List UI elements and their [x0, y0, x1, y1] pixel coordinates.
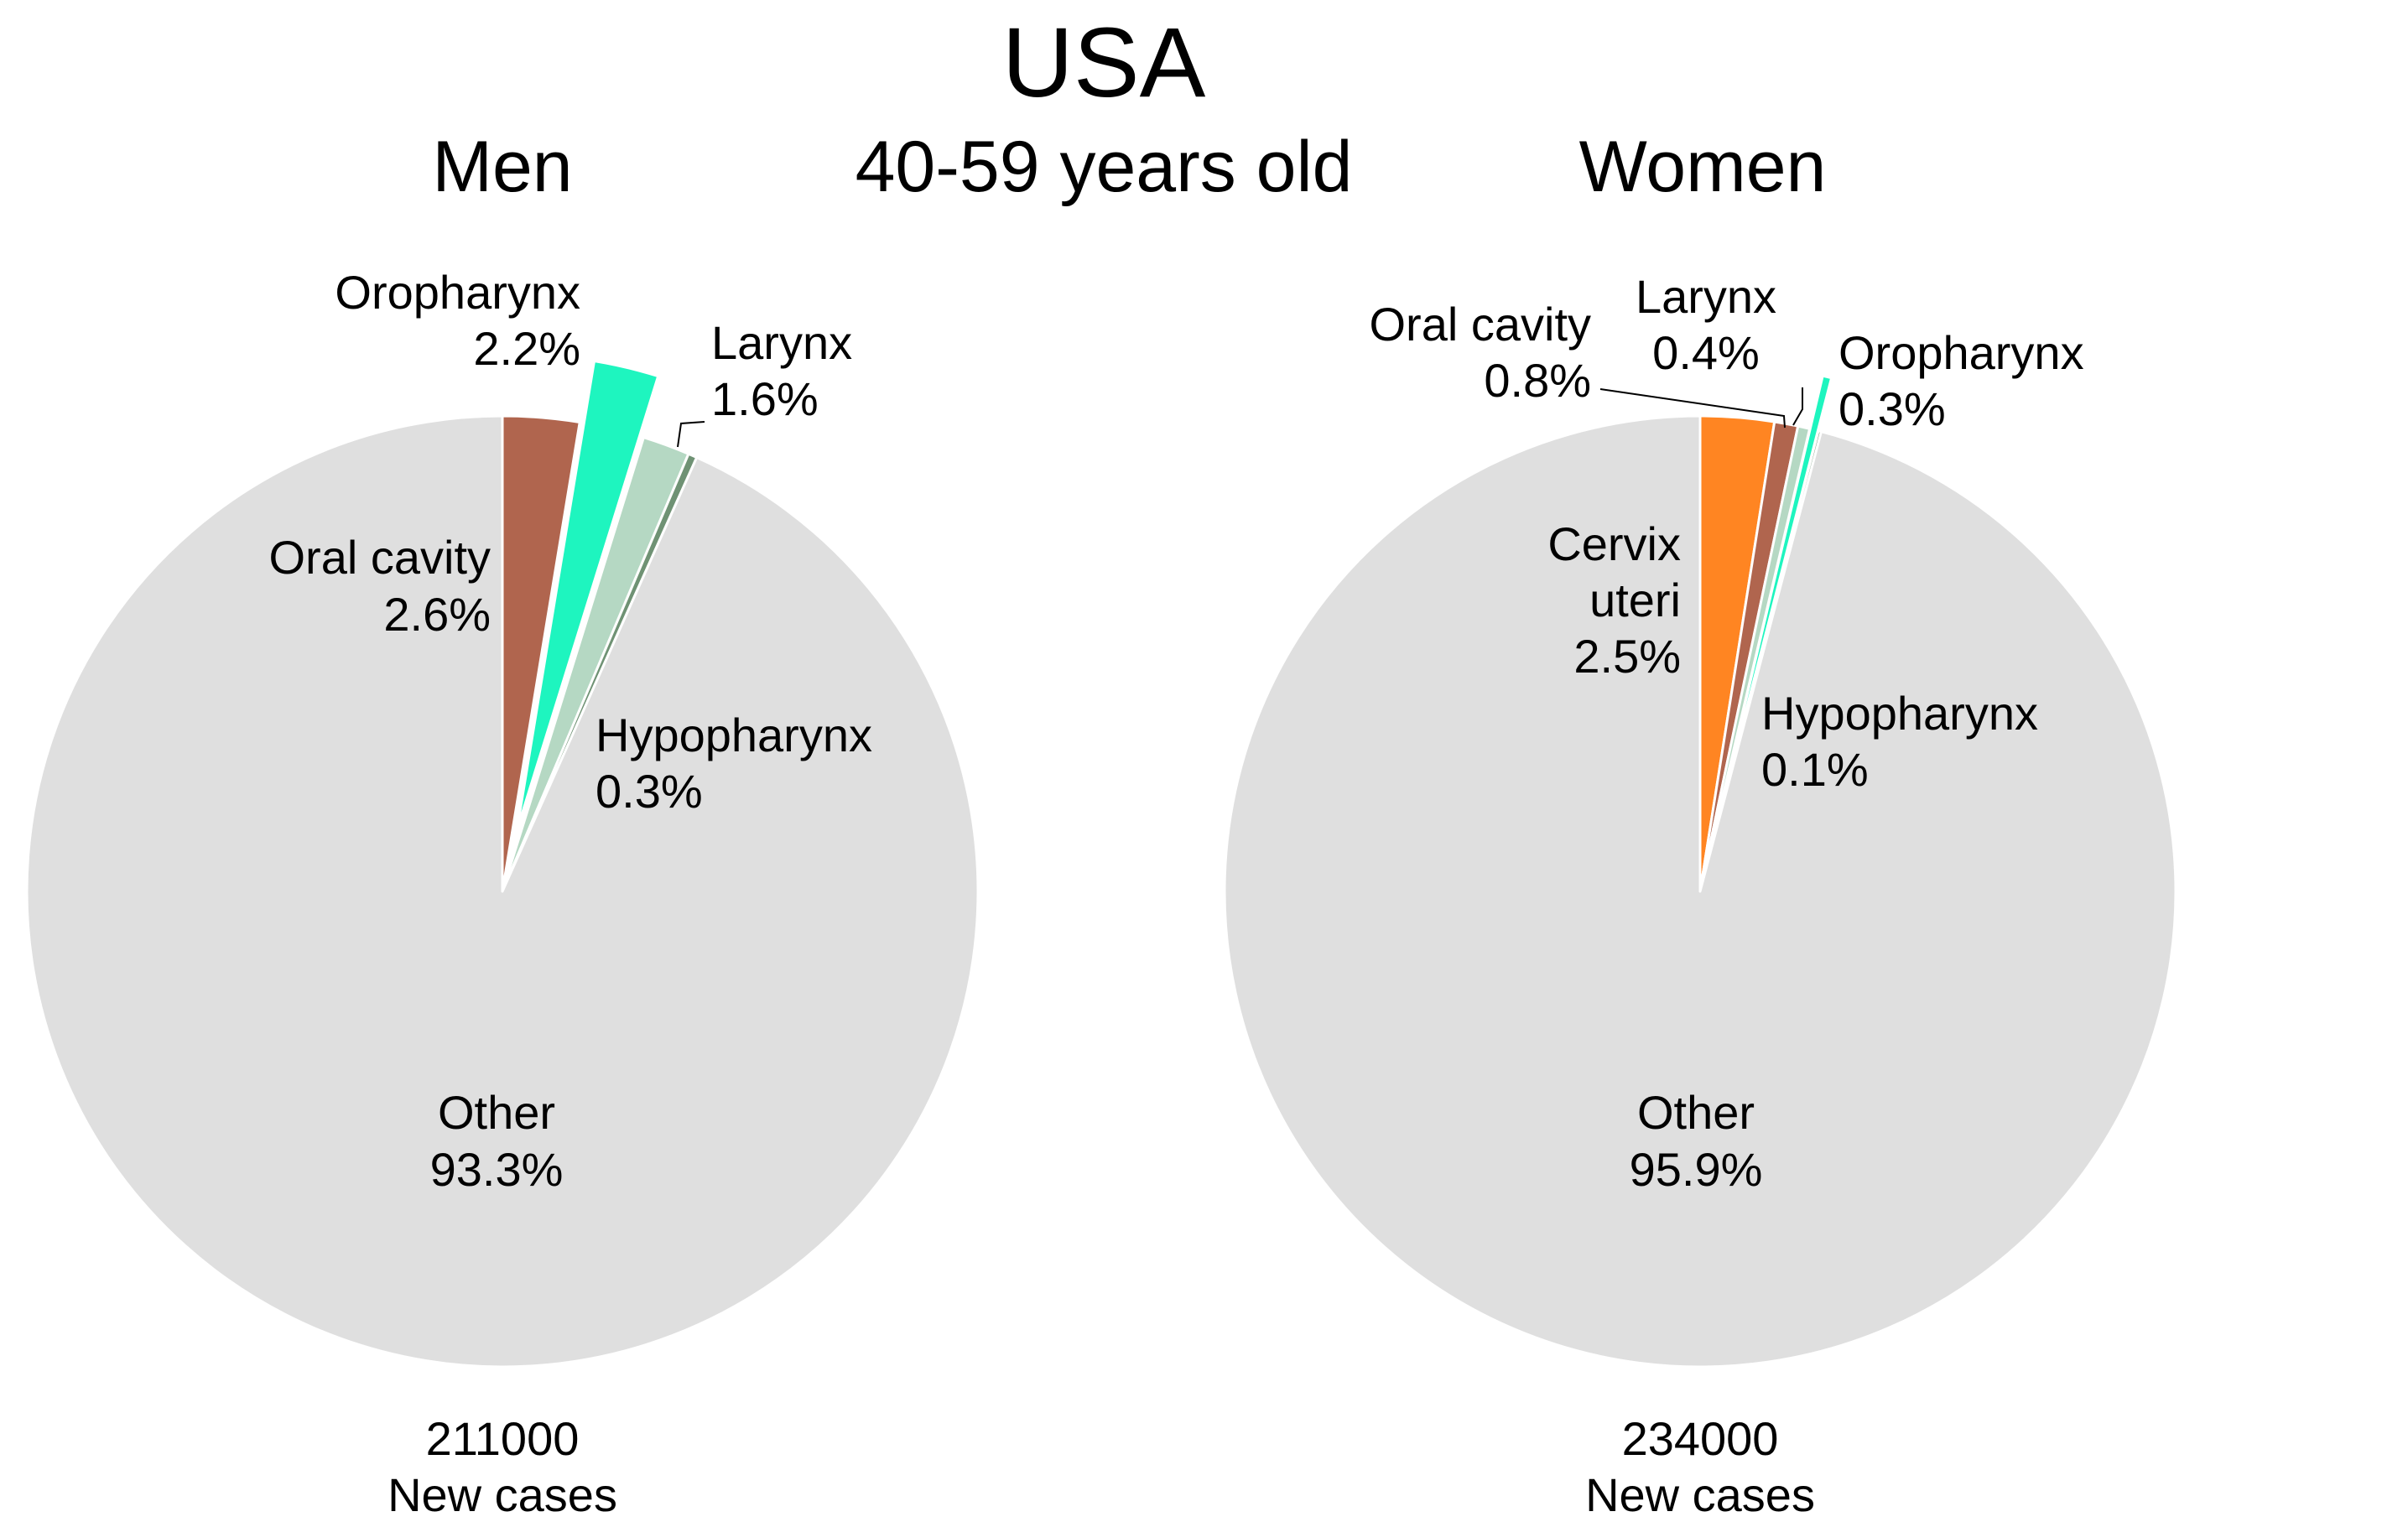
- women-hypopharynx-label: Hypopharynx: [1761, 687, 2038, 740]
- men-pie: [25, 360, 980, 1369]
- women-cervix-uteri-label-line1: Cervix: [1547, 517, 1681, 570]
- women-hypopharynx-value: 0.1%: [1761, 743, 1869, 796]
- men-hypopharynx-label: Hypopharynx: [595, 709, 872, 761]
- women-other-label: Other: [1637, 1086, 1755, 1139]
- women-larynx-value: 0.4%: [1652, 326, 1760, 379]
- women-larynx-leader-line: [1792, 387, 1803, 426]
- women-oral-cavity-label: Oral cavity: [1370, 298, 1592, 351]
- men-oral-cavity-label: Oral cavity: [269, 531, 491, 584]
- women-pie: [1223, 374, 2177, 1369]
- women-cervix-uteri-label-line2: uteri: [1589, 574, 1681, 626]
- men-total-caption: New cases: [387, 1468, 617, 1521]
- women-total-caption: New cases: [1585, 1468, 1815, 1521]
- women-cervix-uteri-value: 2.5%: [1573, 630, 1681, 683]
- figure-subtitle: 40-59 years old: [856, 127, 1353, 207]
- men-other-value: 93.3%: [430, 1143, 564, 1196]
- men-slice-oropharynx: [515, 360, 660, 832]
- women-total-cases: 234000: [1622, 1412, 1779, 1465]
- women-oral-cavity-value: 0.8%: [1484, 354, 1591, 407]
- figure-title: USA: [1002, 8, 1206, 118]
- men-other-label: Other: [438, 1086, 555, 1139]
- men-slice-other: [25, 414, 980, 1369]
- women-slice-labels: Larynx 0.4% Oral cavity 0.8% Oropharynx …: [1370, 270, 2084, 1521]
- women-oropharynx-label: Oropharynx: [1839, 326, 2084, 379]
- men-larynx-label: Larynx: [711, 316, 852, 369]
- men-larynx-value: 1.6%: [711, 372, 819, 425]
- women-oropharynx-value: 0.3%: [1839, 382, 1946, 435]
- women-larynx-label: Larynx: [1636, 270, 1776, 323]
- women-other-value: 95.9%: [1630, 1143, 1763, 1196]
- men-total-cases: 211000: [426, 1412, 580, 1465]
- men-hypopharynx-value: 0.3%: [595, 765, 703, 818]
- men-oropharynx-label: Oropharynx: [335, 266, 580, 319]
- men-oropharynx-value: 2.2%: [473, 322, 580, 375]
- women-pie-title: Women: [1579, 127, 1827, 207]
- men-slice-labels: Oropharynx 2.2% Larynx 1.6% Oral cavity …: [269, 266, 872, 1521]
- men-larynx-leader-line: [677, 421, 705, 448]
- men-pie-title: Men: [432, 127, 572, 207]
- women-oral-cavity-leader-line: [1599, 388, 1786, 429]
- women-slice-other: [1223, 414, 2177, 1369]
- men-oral-cavity-value: 2.6%: [383, 588, 491, 641]
